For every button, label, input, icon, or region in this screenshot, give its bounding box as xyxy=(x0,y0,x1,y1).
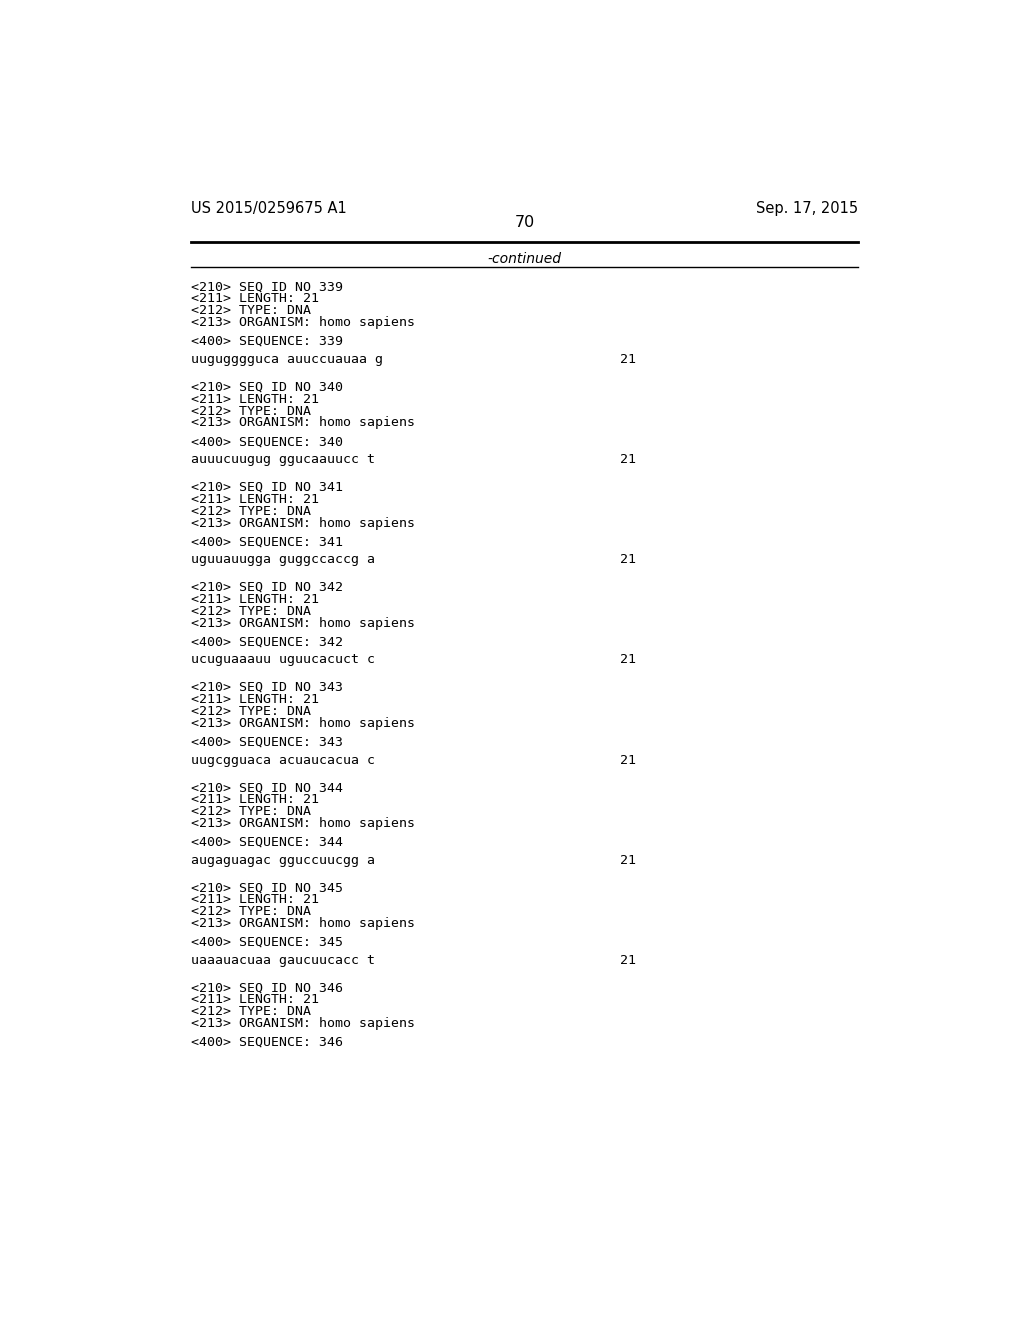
Text: uaaauacuaa gaucuucacc t: uaaauacuaa gaucuucacc t xyxy=(191,954,376,966)
Text: <210> SEQ ID NO 341: <210> SEQ ID NO 341 xyxy=(191,480,343,494)
Text: <211> LENGTH: 21: <211> LENGTH: 21 xyxy=(191,994,319,1006)
Text: <212> TYPE: DNA: <212> TYPE: DNA xyxy=(191,305,311,317)
Text: ucuguaaauu uguucacuct c: ucuguaaauu uguucacuct c xyxy=(191,653,376,667)
Text: 21: 21 xyxy=(620,553,636,566)
Text: <213> ORGANISM: homo sapiens: <213> ORGANISM: homo sapiens xyxy=(191,417,416,429)
Text: <213> ORGANISM: homo sapiens: <213> ORGANISM: homo sapiens xyxy=(191,917,416,931)
Text: <210> SEQ ID NO 345: <210> SEQ ID NO 345 xyxy=(191,882,343,894)
Text: <210> SEQ ID NO 342: <210> SEQ ID NO 342 xyxy=(191,581,343,594)
Text: <210> SEQ ID NO 346: <210> SEQ ID NO 346 xyxy=(191,981,343,994)
Text: <211> LENGTH: 21: <211> LENGTH: 21 xyxy=(191,894,319,907)
Text: <213> ORGANISM: homo sapiens: <213> ORGANISM: homo sapiens xyxy=(191,817,416,830)
Text: <400> SEQUENCE: 341: <400> SEQUENCE: 341 xyxy=(191,535,343,548)
Text: 21: 21 xyxy=(620,653,636,667)
Text: <212> TYPE: DNA: <212> TYPE: DNA xyxy=(191,404,311,417)
Text: <211> LENGTH: 21: <211> LENGTH: 21 xyxy=(191,292,319,305)
Text: <400> SEQUENCE: 340: <400> SEQUENCE: 340 xyxy=(191,436,343,447)
Text: <400> SEQUENCE: 344: <400> SEQUENCE: 344 xyxy=(191,836,343,849)
Text: <213> ORGANISM: homo sapiens: <213> ORGANISM: homo sapiens xyxy=(191,1018,416,1031)
Text: <211> LENGTH: 21: <211> LENGTH: 21 xyxy=(191,492,319,506)
Text: <211> LENGTH: 21: <211> LENGTH: 21 xyxy=(191,392,319,405)
Text: <210> SEQ ID NO 344: <210> SEQ ID NO 344 xyxy=(191,781,343,795)
Text: <211> LENGTH: 21: <211> LENGTH: 21 xyxy=(191,793,319,807)
Text: <400> SEQUENCE: 343: <400> SEQUENCE: 343 xyxy=(191,735,343,748)
Text: uguuauugga guggccaccg a: uguuauugga guggccaccg a xyxy=(191,553,376,566)
Text: <211> LENGTH: 21: <211> LENGTH: 21 xyxy=(191,693,319,706)
Text: <213> ORGANISM: homo sapiens: <213> ORGANISM: homo sapiens xyxy=(191,717,416,730)
Text: <211> LENGTH: 21: <211> LENGTH: 21 xyxy=(191,593,319,606)
Text: <400> SEQUENCE: 345: <400> SEQUENCE: 345 xyxy=(191,936,343,949)
Text: <400> SEQUENCE: 342: <400> SEQUENCE: 342 xyxy=(191,635,343,648)
Text: <213> ORGANISM: homo sapiens: <213> ORGANISM: homo sapiens xyxy=(191,516,416,529)
Text: 70: 70 xyxy=(515,215,535,230)
Text: <210> SEQ ID NO 343: <210> SEQ ID NO 343 xyxy=(191,681,343,694)
Text: <400> SEQUENCE: 346: <400> SEQUENCE: 346 xyxy=(191,1036,343,1049)
Text: US 2015/0259675 A1: US 2015/0259675 A1 xyxy=(191,201,347,216)
Text: 21: 21 xyxy=(620,954,636,966)
Text: 21: 21 xyxy=(620,453,636,466)
Text: auuucuugug ggucaauucc t: auuucuugug ggucaauucc t xyxy=(191,453,376,466)
Text: <210> SEQ ID NO 340: <210> SEQ ID NO 340 xyxy=(191,380,343,393)
Text: <212> TYPE: DNA: <212> TYPE: DNA xyxy=(191,504,311,517)
Text: <212> TYPE: DNA: <212> TYPE: DNA xyxy=(191,805,311,818)
Text: <212> TYPE: DNA: <212> TYPE: DNA xyxy=(191,906,311,919)
Text: <212> TYPE: DNA: <212> TYPE: DNA xyxy=(191,1006,311,1018)
Text: <213> ORGANISM: homo sapiens: <213> ORGANISM: homo sapiens xyxy=(191,317,416,330)
Text: <213> ORGANISM: homo sapiens: <213> ORGANISM: homo sapiens xyxy=(191,616,416,630)
Text: <210> SEQ ID NO 339: <210> SEQ ID NO 339 xyxy=(191,280,343,293)
Text: <400> SEQUENCE: 339: <400> SEQUENCE: 339 xyxy=(191,335,343,348)
Text: 21: 21 xyxy=(620,352,636,366)
Text: <212> TYPE: DNA: <212> TYPE: DNA xyxy=(191,605,311,618)
Text: -continued: -continued xyxy=(487,252,562,265)
Text: Sep. 17, 2015: Sep. 17, 2015 xyxy=(756,201,858,216)
Text: <212> TYPE: DNA: <212> TYPE: DNA xyxy=(191,705,311,718)
Text: augaguagac gguccuucgg a: augaguagac gguccuucgg a xyxy=(191,854,376,867)
Text: uugcgguaca acuaucacua c: uugcgguaca acuaucacua c xyxy=(191,754,376,767)
Text: 21: 21 xyxy=(620,754,636,767)
Text: 21: 21 xyxy=(620,854,636,867)
Text: uugugggguca auuccuauaa g: uugugggguca auuccuauaa g xyxy=(191,352,383,366)
